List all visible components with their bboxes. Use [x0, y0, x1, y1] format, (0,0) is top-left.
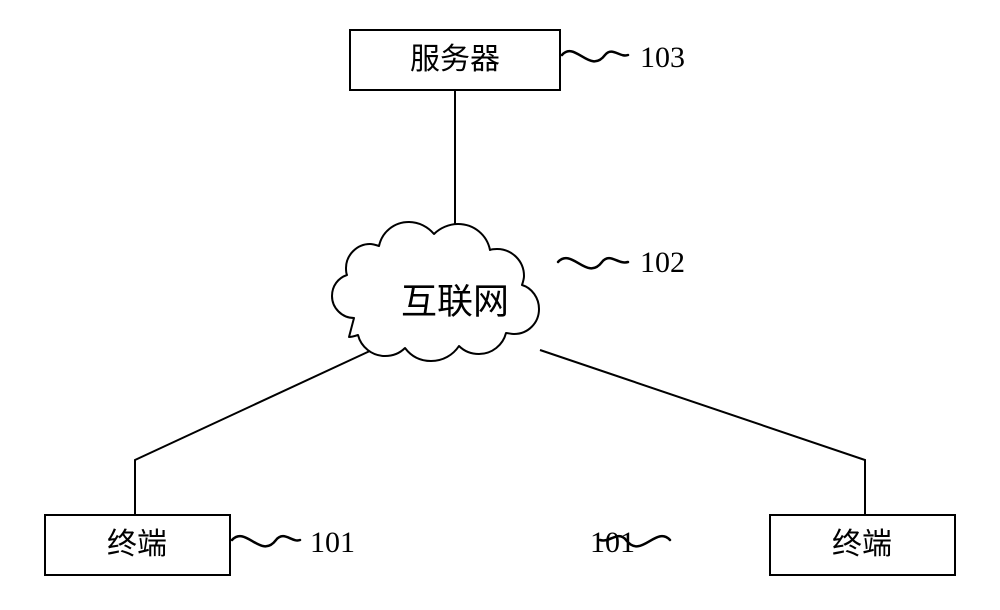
node-internet-label: 互联网	[401, 281, 509, 321]
node-terminal-left: 终端	[45, 515, 230, 575]
node-internet: 互联网	[332, 222, 539, 361]
node-server-label: 服务器	[410, 43, 500, 76]
edge-internet-terminal-right	[540, 350, 865, 515]
node-terminal-left-label: 终端	[107, 528, 167, 561]
ref-101-right: 101	[590, 526, 670, 559]
ref-103-label: 103	[640, 41, 685, 74]
ref-101-left: 101	[232, 526, 355, 559]
node-terminal-right-label: 终端	[832, 528, 892, 561]
edge-internet-terminal-left	[135, 350, 372, 515]
ref-102-label: 102	[640, 246, 685, 279]
node-server: 服务器	[350, 30, 560, 90]
node-terminal-right: 终端	[770, 515, 955, 575]
squiggle-icon	[558, 258, 628, 268]
squiggle-icon	[562, 51, 628, 61]
ref-101-left-label: 101	[310, 526, 355, 559]
squiggle-icon	[232, 536, 300, 546]
diagram-canvas: 服务器 103 互联网 102 终端 101 终端 101	[0, 0, 1000, 610]
ref-103: 103	[562, 41, 685, 74]
ref-101-right-label: 101	[590, 526, 635, 559]
ref-102: 102	[558, 246, 685, 279]
